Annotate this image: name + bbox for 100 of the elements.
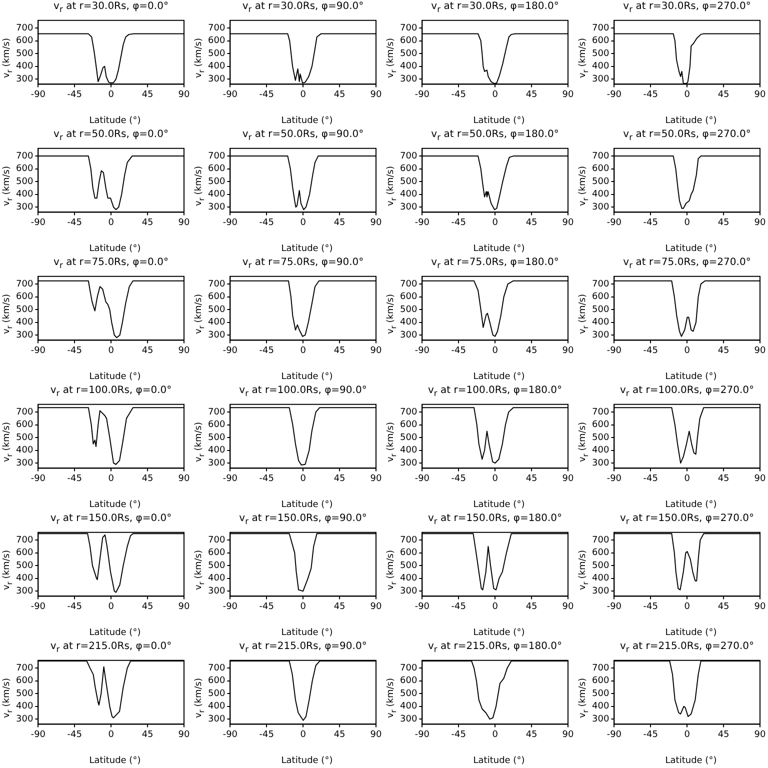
x-tick-label: 45 bbox=[334, 346, 346, 356]
x-tick-label: 45 bbox=[334, 474, 346, 484]
x-tick-label: 90 bbox=[562, 346, 574, 356]
x-axis-title: Latitude (°) bbox=[664, 756, 718, 766]
x-axis-title: Latitude (°) bbox=[280, 116, 334, 126]
x-tick-label: 90 bbox=[754, 346, 766, 356]
y-tick-label: 400 bbox=[208, 190, 226, 200]
y-tick-label: 300 bbox=[400, 714, 418, 724]
y-tick-label: 500 bbox=[592, 304, 610, 315]
y-tick-label: 400 bbox=[400, 318, 418, 328]
x-tick-label: 45 bbox=[334, 218, 346, 228]
y-tick-label: 300 bbox=[208, 202, 226, 212]
x-tick-label: -90 bbox=[414, 730, 430, 740]
y-tick-label: 600 bbox=[400, 36, 418, 46]
y-tick-label: 700 bbox=[16, 23, 34, 34]
x-tick-label: 45 bbox=[142, 90, 154, 100]
x-tick-label: 0 bbox=[684, 474, 690, 484]
chart-title: v$_{r}$ at r=30.0Rs, φ=270.0° bbox=[622, 0, 752, 16]
y-tick-label: 300 bbox=[592, 586, 610, 596]
x-tick-label: 0 bbox=[108, 602, 114, 612]
chart-title: v$_{r}$ at r=150.0Rs, φ=270.0° bbox=[618, 512, 755, 528]
y-tick-label: 300 bbox=[208, 458, 226, 468]
y-tick-label: 300 bbox=[16, 586, 34, 596]
x-tick-label: 90 bbox=[754, 90, 766, 100]
y-tick-label: 600 bbox=[592, 164, 610, 174]
y-tick-label: 400 bbox=[592, 318, 610, 328]
x-tick-label: 45 bbox=[142, 218, 154, 228]
y-tick-label: 500 bbox=[400, 560, 418, 571]
y-tick-label: 700 bbox=[208, 407, 226, 418]
y-tick-label: 700 bbox=[400, 535, 418, 546]
y-tick-label: 700 bbox=[208, 279, 226, 290]
x-axis-title: Latitude (°) bbox=[664, 116, 718, 126]
chart-title: v$_{r}$ at r=100.0Rs, φ=180.0° bbox=[426, 384, 563, 400]
y-tick-label: 700 bbox=[16, 663, 34, 674]
y-tick-label: 400 bbox=[592, 190, 610, 200]
x-axis-title: Latitude (°) bbox=[88, 372, 142, 382]
y-tick-label: 600 bbox=[208, 420, 226, 430]
x-tick-label: 0 bbox=[108, 90, 114, 100]
x-tick-label: -45 bbox=[67, 346, 82, 356]
y-tick-label: 700 bbox=[208, 663, 226, 674]
y-tick-label: 700 bbox=[16, 407, 34, 418]
y-tick-label: 700 bbox=[592, 151, 610, 162]
chart-title: v$_{r}$ at r=150.0Rs, φ=90.0° bbox=[238, 512, 368, 528]
y-tick-label: 600 bbox=[16, 36, 34, 46]
y-tick-label: 500 bbox=[400, 688, 418, 699]
y-tick-label: 700 bbox=[400, 23, 418, 34]
x-tick-label: -90 bbox=[606, 218, 622, 228]
x-tick-label: 45 bbox=[526, 346, 538, 356]
x-tick-label: -45 bbox=[451, 218, 466, 228]
x-tick-label: 90 bbox=[178, 218, 190, 228]
x-tick-label: 90 bbox=[178, 474, 190, 484]
y-tick-label: 300 bbox=[208, 714, 226, 724]
x-tick-label: -90 bbox=[414, 346, 430, 356]
y-tick-label: 300 bbox=[16, 714, 34, 724]
x-tick-label: 45 bbox=[718, 474, 730, 484]
x-tick-label: 90 bbox=[370, 602, 382, 612]
y-tick-label: 400 bbox=[208, 318, 226, 328]
y-tick-label: 400 bbox=[400, 62, 418, 72]
chart-title: v$_{r}$ at r=75.0Rs, φ=270.0° bbox=[622, 256, 752, 272]
chart-title: v$_{r}$ at r=215.0Rs, φ=0.0° bbox=[49, 640, 173, 656]
x-axis-title: Latitude (°) bbox=[280, 372, 334, 382]
x-tick-label: 0 bbox=[492, 730, 498, 740]
y-tick-label: 300 bbox=[592, 330, 610, 340]
y-tick-label: 400 bbox=[592, 702, 610, 712]
y-tick-label: 400 bbox=[400, 446, 418, 456]
x-axis-title: Latitude (°) bbox=[664, 372, 718, 382]
chart-title: v$_{r}$ at r=150.0Rs, φ=0.0° bbox=[49, 512, 173, 528]
y-tick-label: 600 bbox=[16, 292, 34, 302]
y-tick-label: 400 bbox=[592, 574, 610, 584]
x-tick-label: 90 bbox=[562, 218, 574, 228]
x-tick-label: 45 bbox=[718, 218, 730, 228]
chart-title: v$_{r}$ at r=215.0Rs, φ=90.0° bbox=[238, 640, 368, 656]
y-tick-label: 700 bbox=[592, 535, 610, 546]
chart-title: v$_{r}$ at r=100.0Rs, φ=90.0° bbox=[238, 384, 368, 400]
x-tick-label: 0 bbox=[300, 90, 306, 100]
x-tick-label: 90 bbox=[178, 90, 190, 100]
x-tick-label: 45 bbox=[142, 474, 154, 484]
x-tick-label: 0 bbox=[684, 730, 690, 740]
y-tick-label: 500 bbox=[208, 304, 226, 315]
y-tick-label: 600 bbox=[400, 164, 418, 174]
chart-title: v$_{r}$ at r=100.0Rs, φ=270.0° bbox=[618, 384, 755, 400]
x-tick-label: -45 bbox=[67, 218, 82, 228]
y-tick-label: 500 bbox=[592, 560, 610, 571]
x-tick-label: 0 bbox=[492, 346, 498, 356]
x-tick-label: -45 bbox=[67, 602, 82, 612]
y-tick-label: 500 bbox=[400, 176, 418, 187]
y-tick-label: 300 bbox=[208, 74, 226, 84]
x-tick-label: -45 bbox=[67, 730, 82, 740]
x-axis-title: Latitude (°) bbox=[280, 500, 334, 510]
y-tick-label: 300 bbox=[400, 458, 418, 468]
chart-title: v$_{r}$ at r=30.0Rs, φ=0.0° bbox=[52, 0, 170, 16]
x-tick-label: 90 bbox=[562, 474, 574, 484]
y-tick-label: 700 bbox=[16, 151, 34, 162]
x-tick-label: -90 bbox=[606, 474, 622, 484]
x-axis-title: Latitude (°) bbox=[88, 500, 142, 510]
y-tick-label: 500 bbox=[592, 176, 610, 187]
x-tick-label: -45 bbox=[67, 90, 82, 100]
chart-title: v$_{r}$ at r=30.0Rs, φ=180.0° bbox=[430, 0, 560, 16]
x-tick-label: 0 bbox=[300, 346, 306, 356]
x-tick-label: 45 bbox=[142, 730, 154, 740]
